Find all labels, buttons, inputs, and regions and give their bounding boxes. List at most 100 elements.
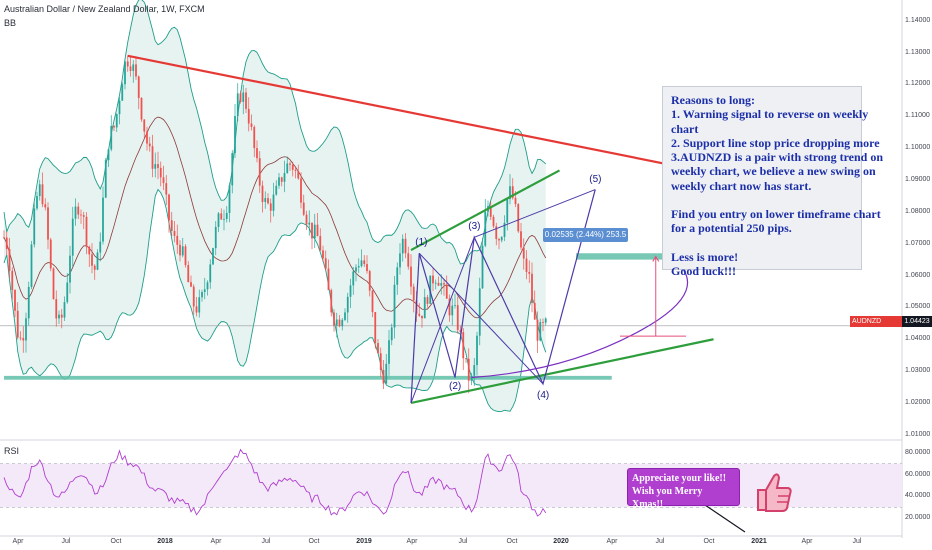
price-tick-label: 1.04000 bbox=[905, 335, 931, 343]
wave-zigzag bbox=[410, 189, 596, 403]
candle-body bbox=[473, 365, 476, 376]
price-tick-label: 1.11000 bbox=[905, 112, 930, 120]
candle-body bbox=[280, 177, 283, 182]
price-tick-label: 1.14000 bbox=[905, 16, 931, 24]
note-line: Good luck!!! bbox=[671, 263, 737, 278]
candle-body bbox=[168, 194, 170, 221]
chart-title: Australian Dollar / New Zealand Dollar, … bbox=[4, 4, 205, 14]
candle-body bbox=[426, 297, 429, 304]
candle-body bbox=[220, 213, 223, 220]
candle-body bbox=[239, 93, 242, 102]
time-tick-label: Oct bbox=[110, 538, 122, 545]
candle-body bbox=[448, 298, 451, 316]
note-line: weekly chart, we believe a new swing on bbox=[671, 164, 876, 179]
note-line bbox=[671, 193, 853, 207]
note-line: chart bbox=[671, 121, 699, 136]
time-tick-label: Apr bbox=[606, 538, 618, 545]
candle-body bbox=[115, 114, 118, 128]
time-tick-label: 2020 bbox=[553, 538, 569, 545]
candle-body bbox=[192, 286, 195, 307]
candle-body bbox=[489, 206, 492, 217]
callout-line: Appreciate your like!! bbox=[632, 473, 727, 484]
candle-body bbox=[179, 244, 181, 256]
candle-body bbox=[245, 92, 247, 109]
note-line: Reasons to long: bbox=[671, 93, 756, 107]
time-tick-label: Apr bbox=[210, 538, 222, 545]
candle-body bbox=[272, 194, 275, 211]
candle-body bbox=[99, 241, 102, 253]
candle-body bbox=[162, 177, 165, 184]
candle-body bbox=[333, 312, 335, 326]
candle-body bbox=[330, 290, 333, 313]
candle-body bbox=[302, 202, 305, 215]
candle-body bbox=[451, 305, 454, 316]
candle-body bbox=[223, 218, 225, 220]
indicator-legend-bb[interactable]: BB bbox=[4, 18, 17, 28]
candle-body bbox=[517, 204, 520, 232]
candle-body bbox=[300, 178, 302, 203]
support-zone bbox=[576, 253, 670, 260]
bb-fill bbox=[4, 0, 546, 412]
candle-body bbox=[481, 245, 484, 289]
candle-body bbox=[423, 297, 426, 319]
candle-body bbox=[531, 273, 533, 304]
time-tick-label: Jul bbox=[852, 538, 862, 545]
candle-body bbox=[467, 358, 470, 381]
price-range-measure: 0.02535 (2.44%) 253.5 bbox=[543, 228, 628, 242]
candle-body bbox=[377, 343, 379, 354]
measure-arrowhead bbox=[652, 255, 660, 262]
candle-body bbox=[16, 310, 19, 338]
candle-body bbox=[132, 64, 135, 71]
note-line bbox=[671, 236, 853, 250]
candle-body bbox=[36, 196, 38, 209]
analysis-note: Reasons to long: 1. Warning signal to rev… bbox=[662, 86, 884, 278]
candle-body bbox=[93, 265, 96, 270]
time-tick-label: Apr bbox=[12, 538, 24, 545]
candle-body bbox=[476, 335, 478, 366]
candle-body bbox=[146, 131, 148, 144]
candle-body bbox=[242, 92, 245, 102]
candle-body bbox=[30, 244, 33, 288]
candle-body bbox=[388, 340, 390, 364]
candle-body bbox=[91, 254, 93, 266]
candle-body bbox=[349, 285, 352, 297]
candle-body bbox=[187, 265, 190, 283]
candle-body bbox=[8, 249, 11, 271]
candle-body bbox=[506, 199, 509, 223]
candle-body bbox=[27, 287, 30, 319]
candle-body bbox=[225, 212, 228, 219]
wave-label: (4) bbox=[537, 389, 550, 401]
candle-body bbox=[421, 315, 423, 319]
candle-body bbox=[121, 84, 124, 101]
candle-body bbox=[102, 197, 104, 242]
candle-body bbox=[214, 226, 217, 249]
candle-body bbox=[11, 270, 14, 291]
candle-body bbox=[71, 218, 74, 256]
candle-body bbox=[118, 100, 121, 115]
price-tick-label: 1.03000 bbox=[905, 367, 931, 375]
candle-body bbox=[542, 322, 544, 323]
candle-body bbox=[55, 299, 58, 319]
note-line: for a potential 250 pips. bbox=[671, 221, 792, 236]
time-tick-label: Jul bbox=[61, 538, 71, 545]
price-tick-label: 1.10000 bbox=[905, 144, 931, 152]
candle-body bbox=[352, 271, 355, 286]
wave-label: (2) bbox=[449, 381, 462, 393]
indicator-legend-rsi[interactable]: RSI bbox=[4, 446, 20, 456]
candle-body bbox=[500, 236, 503, 241]
candle-body bbox=[390, 327, 393, 341]
candle-body bbox=[275, 185, 278, 195]
time-tick-label: Oct bbox=[703, 538, 715, 545]
candle-body bbox=[201, 291, 203, 298]
candle-body bbox=[203, 289, 206, 292]
candle-body bbox=[399, 253, 401, 268]
candle-body bbox=[522, 247, 525, 259]
candle-body bbox=[60, 314, 63, 318]
candle-body bbox=[253, 126, 256, 149]
candle-body bbox=[25, 318, 27, 341]
price-tick-label: 1.02000 bbox=[905, 398, 931, 406]
candle-body bbox=[49, 239, 52, 269]
candle-body bbox=[33, 208, 36, 245]
note-line: 3.AUDNZD is a pair with strong trend on bbox=[671, 150, 884, 165]
candle-body bbox=[157, 164, 159, 168]
